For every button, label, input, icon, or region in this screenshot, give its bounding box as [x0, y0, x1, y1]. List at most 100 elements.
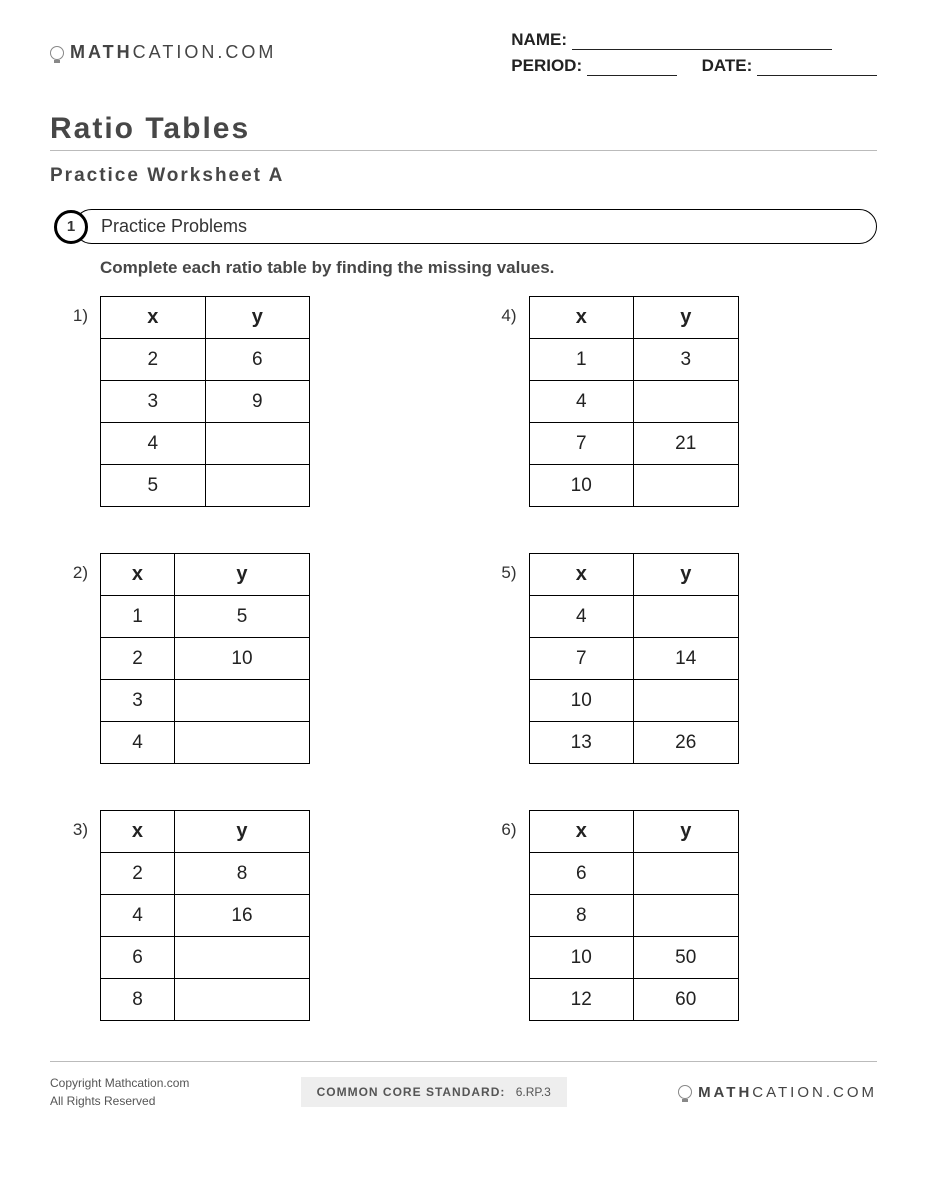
cell: 10	[529, 937, 634, 979]
cell: 10	[174, 638, 309, 680]
cell	[634, 680, 739, 722]
cell: 10	[529, 680, 634, 722]
cell: 60	[634, 979, 739, 1021]
cell: 50	[634, 937, 739, 979]
cell: 3	[101, 381, 206, 423]
problem: 1) xy263945	[60, 296, 449, 507]
cell: 8	[101, 979, 175, 1021]
problem-number: 1)	[60, 296, 88, 326]
cell: 7	[529, 638, 634, 680]
cell: 2	[101, 853, 175, 895]
logo-light: CATION.COM	[752, 1084, 877, 1101]
cell: 3	[101, 680, 175, 722]
footer: Copyright Mathcation.com All Rights Rese…	[50, 1061, 877, 1110]
logo-bold: MATH	[70, 42, 133, 62]
copy-line-1: Copyright Mathcation.com	[50, 1074, 189, 1092]
problem-number: 5)	[489, 553, 517, 583]
date-blank[interactable]	[757, 75, 877, 76]
cell	[174, 937, 309, 979]
page-subtitle: Practice Worksheet A	[50, 165, 877, 187]
logo: MATHCATION.COM	[50, 30, 276, 63]
cell: 4	[101, 895, 175, 937]
cell: 6	[529, 853, 634, 895]
col-y: y	[174, 554, 309, 596]
cell	[634, 381, 739, 423]
student-fields: NAME: PERIOD: DATE:	[511, 30, 877, 82]
cell: 13	[529, 722, 634, 764]
cell: 8	[174, 853, 309, 895]
section-label: Practice Problems	[74, 209, 877, 244]
col-y: y	[174, 811, 309, 853]
problem: 6)xy6810501260	[489, 810, 878, 1021]
cell: 12	[529, 979, 634, 1021]
col-y: y	[634, 811, 739, 853]
problem-number: 4)	[489, 296, 517, 326]
cell: 3	[634, 339, 739, 381]
footer-logo: MATHCATION.COM	[678, 1084, 877, 1101]
page-title: Ratio Tables	[50, 112, 877, 151]
col-x: x	[101, 811, 175, 853]
problem-number: 3)	[60, 810, 88, 840]
bulb-icon	[50, 46, 64, 60]
date-label: DATE:	[702, 56, 753, 75]
bulb-icon	[678, 1085, 692, 1099]
cell: 26	[634, 722, 739, 764]
cell: 2	[101, 339, 206, 381]
period-label: PERIOD:	[511, 56, 582, 75]
ratio-table: xy4714101326	[529, 553, 739, 764]
col-x: x	[529, 297, 634, 339]
name-blank[interactable]	[572, 49, 832, 50]
cell	[634, 596, 739, 638]
cell	[174, 722, 309, 764]
cell	[634, 465, 739, 507]
section-header: 1 Practice Problems	[54, 209, 877, 244]
problem: 5) xy4714101326	[489, 553, 878, 764]
ccs-label: COMMON CORE STANDARD:	[317, 1085, 506, 1099]
problem: 3) xy2841668	[60, 810, 449, 1021]
col-y: y	[634, 297, 739, 339]
col-x: x	[101, 297, 206, 339]
cell: 4	[529, 381, 634, 423]
period-blank[interactable]	[587, 75, 677, 76]
header: MATHCATION.COM NAME: PERIOD: DATE:	[50, 30, 877, 82]
cell: 2	[101, 638, 175, 680]
cell: 4	[101, 423, 206, 465]
cell: 4	[529, 596, 634, 638]
col-x: x	[529, 554, 634, 596]
instructions: Complete each ratio table by finding the…	[100, 258, 877, 278]
cell	[205, 423, 310, 465]
cell: 1	[529, 339, 634, 381]
copy-line-2: All Rights Reserved	[50, 1092, 189, 1110]
cell: 21	[634, 423, 739, 465]
cell: 8	[529, 895, 634, 937]
cell: 7	[529, 423, 634, 465]
common-core-box: COMMON CORE STANDARD: 6.RP.3	[301, 1077, 567, 1107]
problem: 2) xy1521034	[60, 553, 449, 764]
cell: 5	[174, 596, 309, 638]
ratio-table: xy6810501260	[529, 810, 739, 1021]
cell: 9	[205, 381, 310, 423]
cell: 10	[529, 465, 634, 507]
cell: 4	[101, 722, 175, 764]
cell: 6	[101, 937, 175, 979]
ratio-table: xy263945	[100, 296, 310, 507]
section-number: 1	[54, 210, 88, 244]
col-y: y	[205, 297, 310, 339]
copyright: Copyright Mathcation.com All Rights Rese…	[50, 1074, 189, 1110]
cell: 1	[101, 596, 175, 638]
problem: 4) xy13472110	[489, 296, 878, 507]
ccs-value: 6.RP.3	[516, 1085, 551, 1099]
cell	[634, 895, 739, 937]
cell: 6	[205, 339, 310, 381]
cell	[634, 853, 739, 895]
cell: 5	[101, 465, 206, 507]
col-y: y	[634, 554, 739, 596]
col-x: x	[529, 811, 634, 853]
cell: 14	[634, 638, 739, 680]
cell	[205, 465, 310, 507]
ratio-table: xy2841668	[100, 810, 310, 1021]
ratio-table: xy1521034	[100, 553, 310, 764]
problem-number: 2)	[60, 553, 88, 583]
ratio-table: xy13472110	[529, 296, 739, 507]
cell	[174, 680, 309, 722]
